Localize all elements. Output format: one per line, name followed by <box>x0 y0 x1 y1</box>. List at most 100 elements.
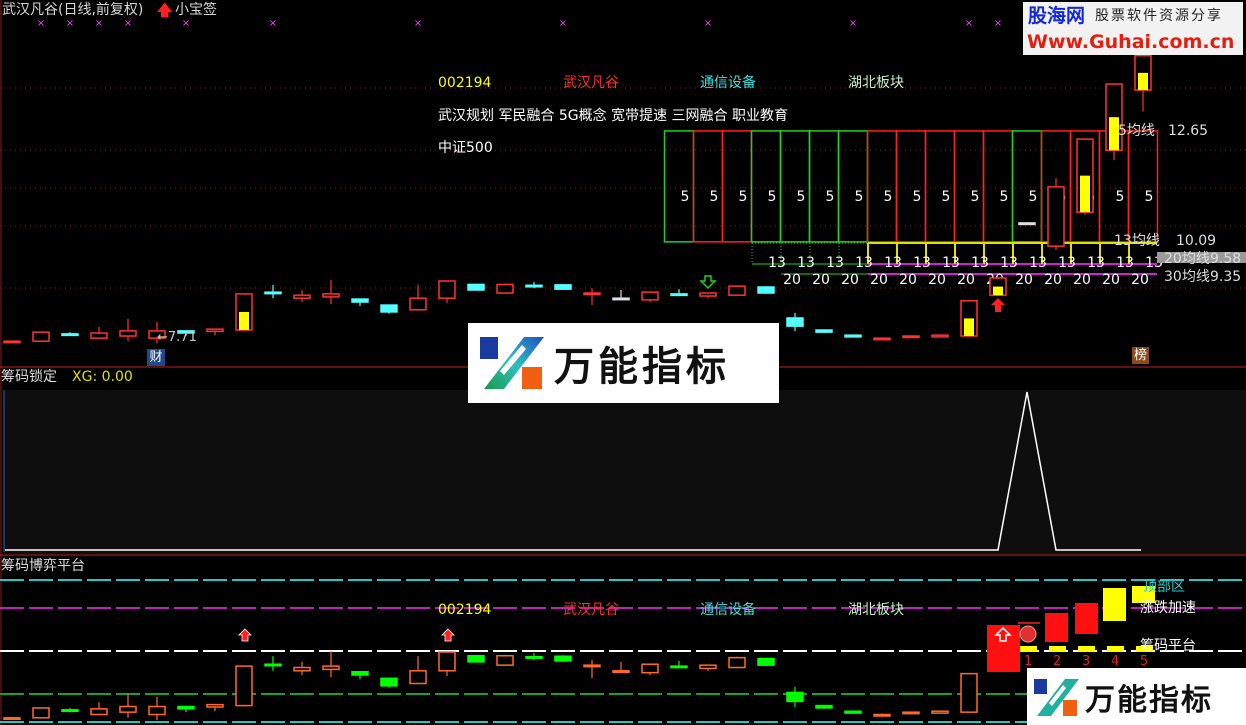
ma5-box-label: 5 <box>971 189 980 205</box>
step-label: 5 <box>1140 654 1149 669</box>
ma20-label: 20 <box>870 272 888 288</box>
ma5-box-label: 5 <box>884 189 893 205</box>
candle-body <box>525 655 543 659</box>
bottom-candle <box>264 656 282 671</box>
ma5-box <box>924 130 956 243</box>
ma5-box-label: 5 <box>710 189 719 205</box>
ma13-value: 10.09 <box>1176 233 1217 249</box>
ma20-label: 20 <box>1102 272 1120 288</box>
main-candle <box>264 284 282 299</box>
bottom-candle <box>32 707 50 719</box>
ranking-badge[interactable]: 榜 <box>1132 347 1149 364</box>
bottom-candle <box>757 657 775 667</box>
tag-label[interactable]: 小宝签 <box>175 2 217 18</box>
wanneng-logo-icon <box>480 337 544 389</box>
candle-body <box>322 665 340 671</box>
ma13-label: 13 <box>1000 255 1018 271</box>
bottom-candle <box>322 651 340 678</box>
candle-body <box>467 655 485 663</box>
candle-body <box>931 710 949 714</box>
magenta-x-marker: × <box>124 18 132 29</box>
candle-body <box>380 677 398 687</box>
candle-body <box>641 663 659 674</box>
bottom-candle <box>844 710 862 714</box>
ma20-label: 20 <box>957 272 975 288</box>
accel-bar <box>1045 613 1068 642</box>
candle-body <box>206 703 224 708</box>
wanneng-watermark-2: 万能指标 <box>1027 668 1246 725</box>
ma5-box-label: 5 <box>739 189 748 205</box>
magenta-x-marker: × <box>66 18 74 29</box>
candle-body <box>757 657 775 666</box>
candle-body <box>177 705 195 710</box>
guhai-name: 股海网 <box>1028 5 1086 27</box>
green-down-arrow-icon <box>699 275 717 290</box>
red-up-arrow-icon <box>441 628 455 642</box>
bottom-candle <box>61 707 79 713</box>
step-label: 1 <box>1024 654 1033 669</box>
step-label: 2 <box>1053 654 1062 669</box>
bottom-candle <box>525 652 543 660</box>
guhai-url: Www.Guhai.com.cn <box>1027 31 1235 53</box>
guhai-slogan: 股票软件资源分享 <box>1095 8 1223 24</box>
candle-body <box>699 292 717 297</box>
bottom-candle <box>119 693 137 718</box>
ma20-label: 20 <box>899 272 917 288</box>
ma5-value: 12.65 <box>1168 123 1209 139</box>
candle-body <box>902 711 920 715</box>
ma5-box <box>750 130 782 243</box>
main-candle <box>322 280 340 305</box>
wanneng-text-2: 万能指标 <box>1085 682 1213 718</box>
step-label: 4 <box>1111 654 1120 669</box>
candle-highlight-fill <box>964 318 974 337</box>
red-up-arrow-icon <box>991 298 1005 312</box>
ma5-box-label: 5 <box>1000 189 1009 205</box>
ma20-label: 20 <box>841 272 859 288</box>
bottom-candle <box>815 704 833 709</box>
candle-body <box>119 705 137 713</box>
candle-body <box>380 304 398 313</box>
magenta-x-marker: × <box>37 18 45 29</box>
candle-body <box>641 291 659 301</box>
magenta-x-marker: × <box>849 18 857 29</box>
ma5-box-label: 5 <box>1116 189 1125 205</box>
ma5-box <box>953 130 985 243</box>
chart-title: 武汉凡谷(日线,前复权) <box>2 2 144 18</box>
candle-body <box>438 651 456 672</box>
bottom-candle <box>438 651 456 676</box>
xg-line <box>5 391 1141 551</box>
wanneng-logo-icon <box>1034 678 1079 716</box>
candle-body <box>670 293 688 297</box>
platform-bar <box>1107 646 1124 652</box>
bottom-candle <box>786 686 804 707</box>
panel2-background <box>4 390 1246 554</box>
finance-badge[interactable]: 财 <box>147 349 165 366</box>
candle-body <box>612 297 630 301</box>
candle-body <box>3 717 21 721</box>
wanneng-watermark: 万能指标 <box>468 323 779 403</box>
ma5-box-label: 5 <box>797 189 806 205</box>
guhai-watermark: 股海网 股票软件资源分享 Www.Guhai.com.cn <box>1023 2 1243 55</box>
magenta-x-marker: × <box>965 18 973 29</box>
ma13-label: 13 <box>797 255 815 271</box>
candle-body <box>873 713 891 717</box>
candle-body <box>264 663 282 667</box>
ma5-box <box>779 130 811 243</box>
candle-body <box>1018 222 1036 226</box>
candle-body <box>583 664 601 668</box>
bottom-candle <box>409 656 427 685</box>
red-up-arrow-icon <box>238 628 252 642</box>
wanneng-text: 万能指标 <box>554 344 730 390</box>
platform-bar <box>1078 646 1095 652</box>
accel-bar <box>1132 586 1155 603</box>
candle-body <box>90 708 108 716</box>
candle-body <box>1047 186 1065 247</box>
main-candle <box>32 331 50 342</box>
candle-body <box>293 666 311 672</box>
main-candle <box>3 340 21 344</box>
stock-code: 002194 <box>438 75 492 91</box>
main-candle <box>641 291 659 303</box>
magenta-x-marker: × <box>414 18 422 29</box>
platform-bar <box>1020 646 1037 652</box>
